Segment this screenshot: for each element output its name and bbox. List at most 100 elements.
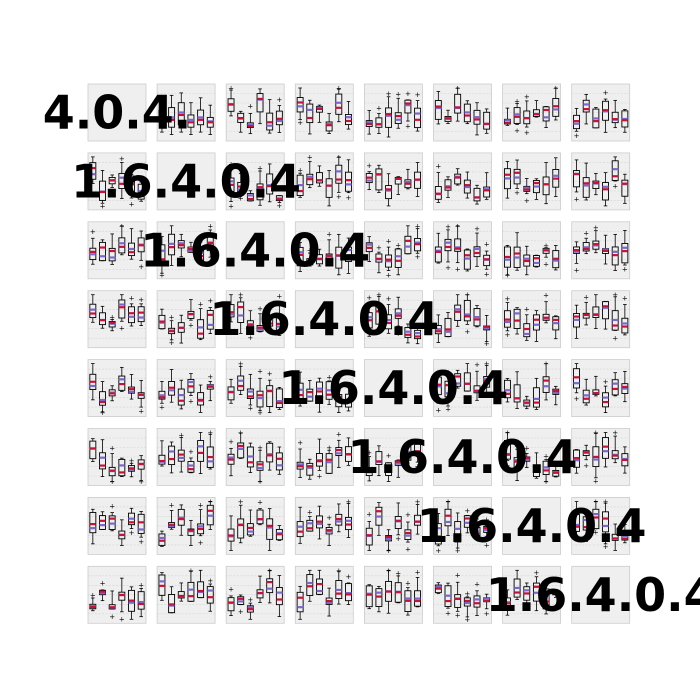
panel-r2-c5: + + + + + + +	[433, 221, 492, 280]
box	[237, 301, 245, 323]
box	[187, 581, 195, 602]
box	[434, 100, 442, 120]
panel-r4-c2: + + + + +	[225, 359, 285, 417]
panel-background	[433, 428, 492, 486]
outlier-point: +	[603, 378, 609, 386]
box	[573, 514, 580, 532]
outlier-point: +	[583, 293, 589, 301]
outlier-point: +	[376, 291, 382, 299]
outlier-point: +	[415, 498, 421, 506]
box	[454, 93, 462, 114]
box	[523, 323, 531, 338]
box	[325, 178, 333, 198]
outlier-point: +	[415, 568, 421, 576]
box	[394, 516, 402, 529]
box	[275, 388, 283, 409]
outlier-point: +	[326, 231, 332, 239]
outlier-point: +	[574, 395, 580, 403]
panel-r7-c1: ++	[156, 565, 216, 624]
box	[89, 440, 97, 460]
outlier-point: +	[524, 445, 530, 453]
outlier-point: +	[198, 301, 204, 309]
outlier-point: +	[524, 197, 530, 205]
box	[197, 319, 205, 339]
box	[325, 121, 333, 132]
box	[256, 183, 264, 201]
panel-r2-c2	[225, 221, 285, 280]
box	[414, 514, 422, 526]
outlier-point: +	[464, 291, 470, 299]
box	[602, 437, 609, 459]
box	[335, 93, 343, 115]
outlier-point: +	[257, 444, 263, 452]
box	[573, 170, 580, 188]
panel-background	[87, 83, 147, 142]
panel-r3-c3	[294, 290, 354, 349]
outlier-point: +	[593, 429, 599, 437]
outlier-point: +	[336, 567, 342, 575]
outlier-point: +	[257, 478, 263, 486]
box	[246, 193, 254, 202]
box	[197, 440, 205, 462]
box	[621, 242, 629, 264]
outlier-point: +	[207, 429, 213, 437]
box	[404, 446, 412, 461]
box	[542, 106, 550, 122]
outlier-point: +	[109, 478, 115, 486]
panel-r3-c2: + + + +	[225, 290, 285, 349]
box	[513, 308, 521, 329]
box	[375, 304, 383, 325]
outlier-point: +	[228, 85, 234, 93]
outlier-point: +	[297, 166, 303, 174]
panel-r0-c7: ++	[571, 83, 631, 142]
outlier-point: +	[455, 611, 461, 619]
box	[582, 516, 590, 531]
box	[206, 310, 214, 330]
box	[266, 173, 274, 195]
box	[503, 440, 511, 460]
outlier-point: +	[138, 582, 144, 590]
outlier-point: +	[109, 313, 115, 321]
outlier-point: +	[543, 453, 549, 461]
box	[582, 99, 590, 113]
box	[158, 244, 166, 265]
outlier-point: +	[543, 360, 549, 368]
box	[335, 164, 343, 184]
panel-r2-c6: + + +	[502, 221, 562, 279]
box	[246, 388, 254, 399]
outlier-point: +	[109, 613, 115, 621]
outlier-point: +	[574, 195, 580, 203]
outlier-point: +	[405, 545, 411, 553]
box	[473, 385, 481, 394]
box	[177, 591, 185, 599]
outlier-point: +	[276, 202, 282, 210]
outlier-point: +	[464, 616, 470, 624]
outlier-point: +	[603, 498, 609, 506]
box	[611, 111, 619, 124]
outlier-point: +	[326, 374, 332, 382]
diagonal-label-layer: 4.0.4. 1.6.4.0.4 1.6.4.0.4 1.6.4.0.4 1.6.4.0…	[43, 86, 700, 622]
outlier-point: +	[524, 129, 530, 137]
panel-r6-c7: + + + + + +	[571, 496, 631, 555]
outlier-point: +	[90, 591, 96, 599]
panel-r4-c3: +	[294, 359, 354, 418]
outlier-point: +	[188, 567, 194, 575]
box	[513, 107, 521, 124]
outlier-point: +	[484, 610, 490, 618]
outlier-point: +	[188, 397, 194, 405]
outlier-point: +	[612, 183, 618, 191]
outlier-point: +	[238, 194, 244, 202]
box	[375, 451, 383, 465]
outlier-point: +	[129, 529, 135, 537]
box	[325, 453, 333, 474]
outlier-point: +	[336, 153, 342, 161]
outlier-point: +	[415, 253, 421, 261]
box	[602, 511, 609, 533]
box	[414, 443, 422, 456]
outlier-point: +	[100, 202, 106, 210]
outlier-point: +	[119, 155, 125, 163]
box	[404, 99, 412, 114]
outlier-point: +	[504, 429, 510, 437]
outlier-point: +	[169, 339, 175, 347]
diagonal-label-1: 1.6.4.0.4	[71, 154, 301, 208]
